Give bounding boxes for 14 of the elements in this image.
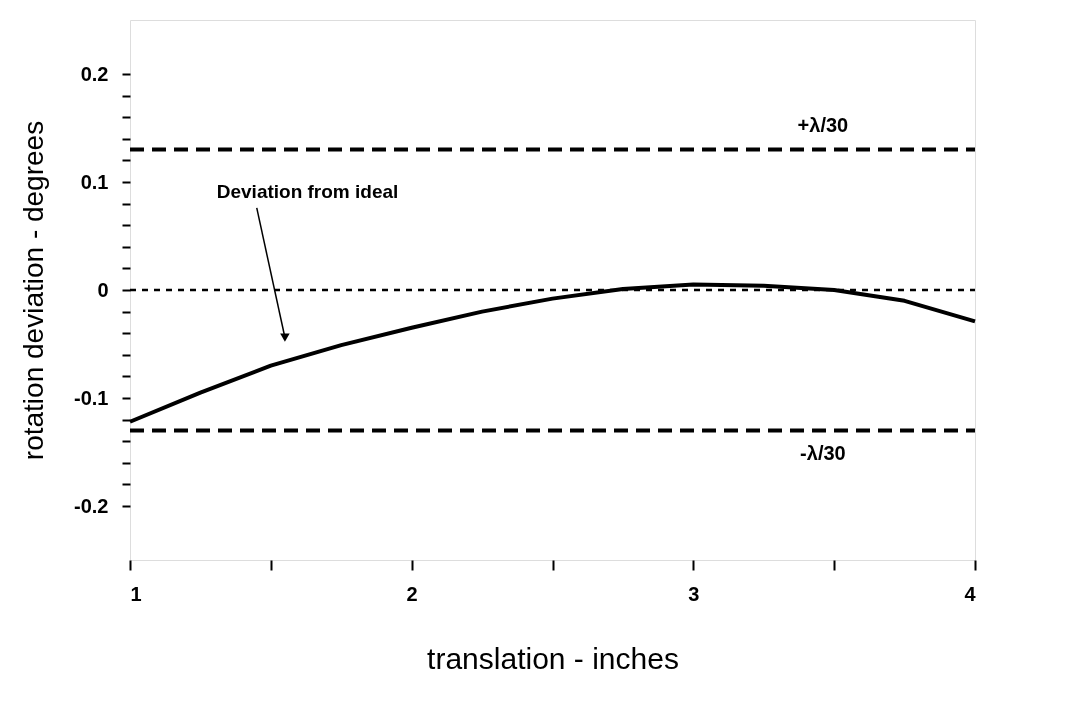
annotation: Deviation from ideal: [216, 180, 399, 202]
ref-line-label: -λ/30: [800, 442, 846, 465]
y-tick-label: 0.1: [80, 170, 109, 193]
y-tick-label: 0: [97, 278, 109, 301]
y-axis-title: rotation deviation - degrees: [18, 120, 50, 461]
x-tick-label: 4: [964, 582, 977, 605]
y-tick-label: -0.1: [74, 386, 109, 409]
x-axis-title: translation - inches: [427, 641, 679, 675]
ref-line-label: +λ/30: [797, 113, 849, 136]
y-tick-label: -0.2: [74, 494, 109, 517]
x-tick-label: 3: [688, 582, 700, 605]
x-tick-label: 1: [130, 582, 142, 605]
y-tick-label: 0.2: [80, 62, 109, 85]
x-tick-label: 2: [406, 582, 418, 605]
